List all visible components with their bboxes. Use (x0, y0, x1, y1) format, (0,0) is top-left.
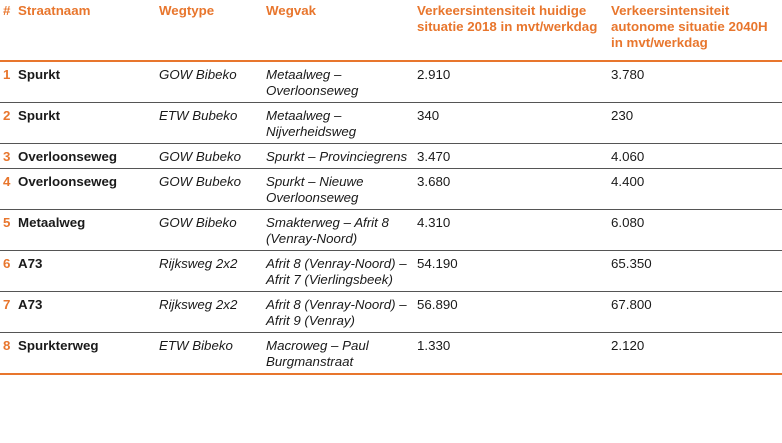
row-wegvak: Afrit 8 (Venray-Noord) – Afrit 9 (Venray… (262, 291, 413, 333)
table-row: 2 Spurkt ETW Bubeko Metaalweg – Nijverhe… (0, 102, 782, 144)
row-number: 2 (0, 102, 14, 144)
table-row: 7 A73 Rijksweg 2x2 Afrit 8 (Venray-Noord… (0, 291, 782, 333)
row-straatnaam: Overloonseweg (14, 143, 155, 169)
header-intensiteit-2040: Verkeersintensiteit autonome situatie 20… (607, 0, 782, 62)
row-intensiteit-2040: 3.780 (607, 61, 782, 103)
row-wegvak: Spurkt – Nieuwe Overloonseweg (262, 168, 413, 210)
table-body: 1 Spurkt GOW Bibeko Metaalweg – Overloon… (0, 61, 782, 375)
row-straatnaam: Spurkterweg (14, 332, 155, 375)
row-number: 1 (0, 61, 14, 103)
row-number: 4 (0, 168, 14, 210)
row-straatnaam: A73 (14, 291, 155, 333)
row-wegvak: Metaalweg – Overloonseweg (262, 61, 413, 103)
row-intensiteit-2018: 54.190 (413, 250, 607, 292)
row-wegvak: Spurkt – Provinciegrens (262, 143, 413, 169)
row-intensiteit-2040: 4.400 (607, 168, 782, 210)
traffic-intensity-table: # Straatnaam Wegtype Wegvak Verkeersinte… (0, 0, 782, 375)
row-wegvak: Smakterweg – Afrit 8 (Venray-Noord) (262, 209, 413, 251)
row-intensiteit-2040: 65.350 (607, 250, 782, 292)
row-number: 3 (0, 143, 14, 169)
row-straatnaam: A73 (14, 250, 155, 292)
row-intensiteit-2018: 3.470 (413, 143, 607, 169)
row-intensiteit-2040: 67.800 (607, 291, 782, 333)
table-row: 1 Spurkt GOW Bibeko Metaalweg – Overloon… (0, 61, 782, 103)
row-intensiteit-2018: 56.890 (413, 291, 607, 333)
table-row: 6 A73 Rijksweg 2x2 Afrit 8 (Venray-Noord… (0, 250, 782, 292)
row-wegtype: GOW Bubeko (155, 143, 262, 169)
row-wegvak: Metaalweg – Nijverheidsweg (262, 102, 413, 144)
row-intensiteit-2018: 340 (413, 102, 607, 144)
row-wegtype: Rijksweg 2x2 (155, 291, 262, 333)
header-row: # Straatnaam Wegtype Wegvak Verkeersinte… (0, 0, 782, 62)
row-number: 6 (0, 250, 14, 292)
header-number: # (0, 0, 14, 62)
header-wegvak: Wegvak (262, 0, 413, 62)
table-row: 5 Metaalweg GOW Bibeko Smakterweg – Afri… (0, 209, 782, 251)
row-intensiteit-2018: 4.310 (413, 209, 607, 251)
header-straatnaam: Straatnaam (14, 0, 155, 62)
row-wegtype: GOW Bibeko (155, 61, 262, 103)
row-intensiteit-2040: 4.060 (607, 143, 782, 169)
table-row: 8 Spurkterweg ETW Bibeko Macroweg – Paul… (0, 332, 782, 375)
row-number: 7 (0, 291, 14, 333)
table-row: 4 Overloonseweg GOW Bubeko Spurkt – Nieu… (0, 168, 782, 210)
row-wegtype: ETW Bubeko (155, 102, 262, 144)
row-straatnaam: Spurkt (14, 102, 155, 144)
row-wegvak: Macroweg – Paul Burgmanstraat (262, 332, 413, 375)
row-intensiteit-2040: 6.080 (607, 209, 782, 251)
table-header: # Straatnaam Wegtype Wegvak Verkeersinte… (0, 0, 782, 62)
row-wegtype: ETW Bibeko (155, 332, 262, 375)
row-straatnaam: Overloonseweg (14, 168, 155, 210)
row-wegvak: Afrit 8 (Venray-Noord) – Afrit 7 (Vierli… (262, 250, 413, 292)
header-intensiteit-2018: Verkeersintensiteit huidige situatie 201… (413, 0, 607, 62)
row-straatnaam: Metaalweg (14, 209, 155, 251)
row-wegtype: GOW Bibeko (155, 209, 262, 251)
row-straatnaam: Spurkt (14, 61, 155, 103)
row-intensiteit-2040: 230 (607, 102, 782, 144)
row-intensiteit-2018: 1.330 (413, 332, 607, 375)
header-wegtype: Wegtype (155, 0, 262, 62)
row-wegtype: GOW Bubeko (155, 168, 262, 210)
row-number: 8 (0, 332, 14, 375)
row-intensiteit-2040: 2.120 (607, 332, 782, 375)
row-intensiteit-2018: 3.680 (413, 168, 607, 210)
row-wegtype: Rijksweg 2x2 (155, 250, 262, 292)
table-row: 3 Overloonseweg GOW Bubeko Spurkt – Prov… (0, 143, 782, 169)
row-intensiteit-2018: 2.910 (413, 61, 607, 103)
row-number: 5 (0, 209, 14, 251)
